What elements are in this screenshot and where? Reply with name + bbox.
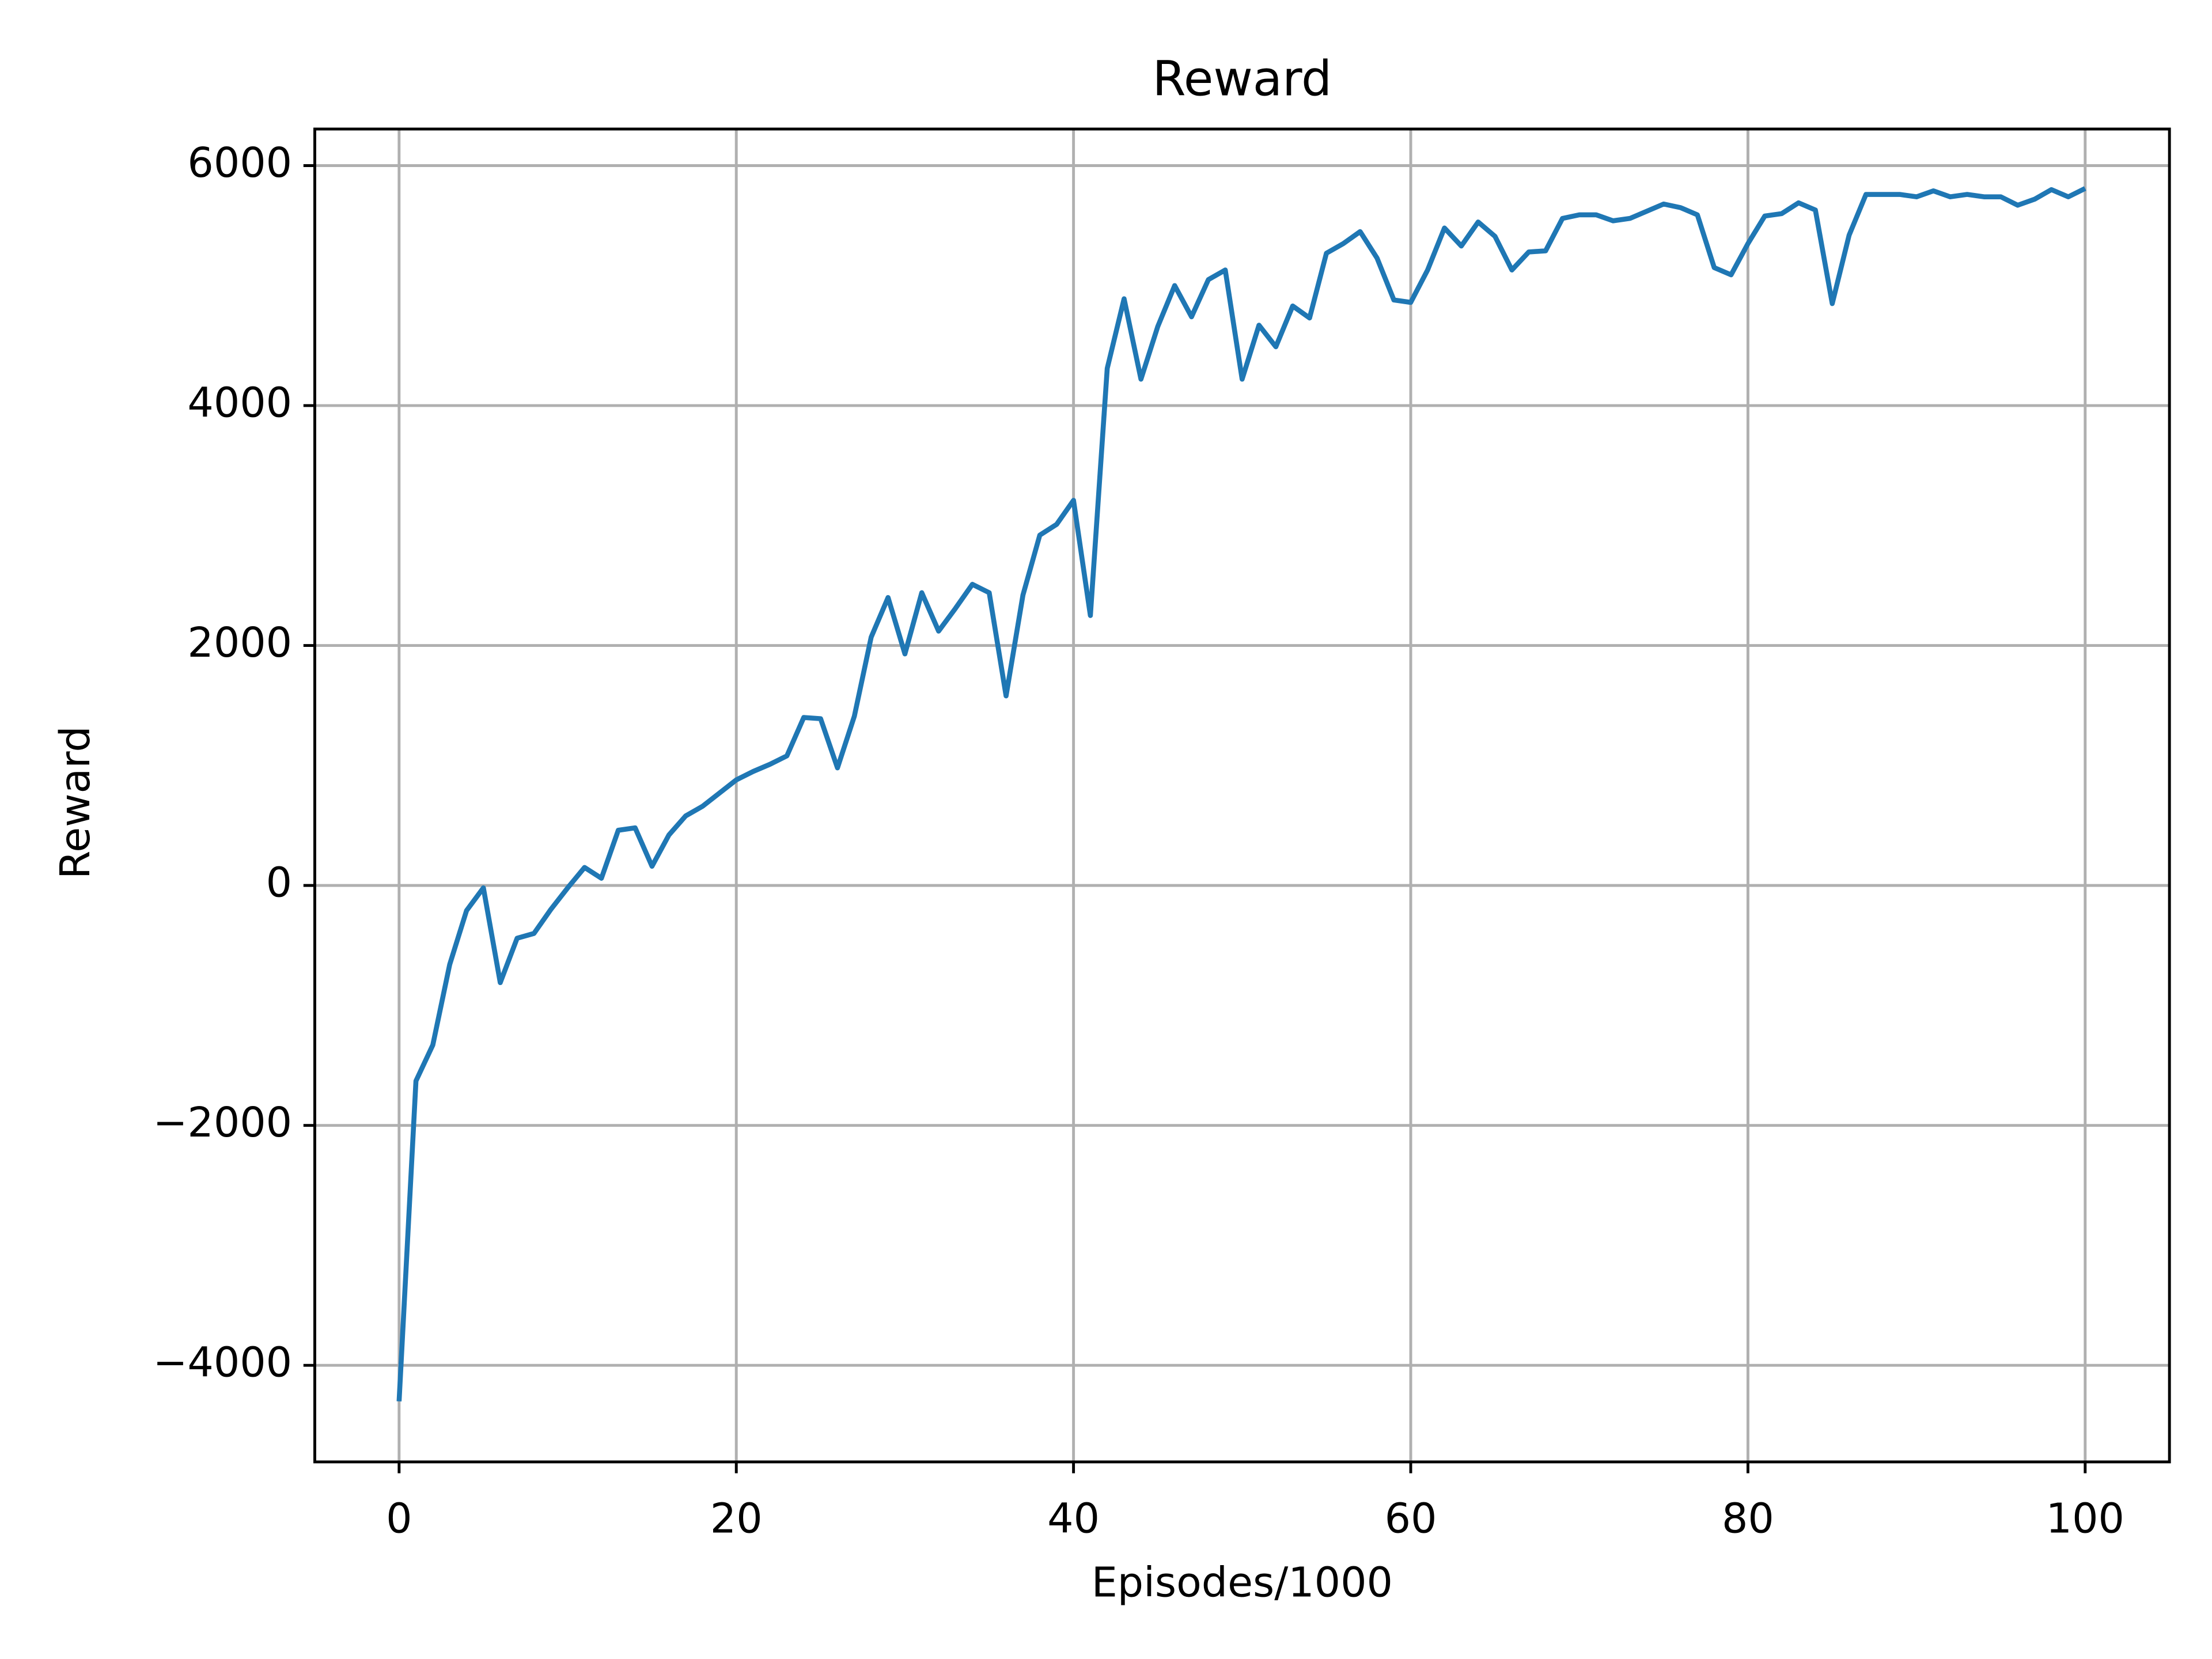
y-tick-label: 4000 [187,379,292,427]
plot-frame [313,127,2171,1464]
y-tick-label: 2000 [187,619,292,666]
data-line [396,186,2086,1402]
y-tick-label: 6000 [187,139,292,187]
x-axis-label: Episodes/1000 [1092,1559,1393,1607]
x-tick-label: 60 [1385,1495,1437,1543]
x-tick-label: 0 [386,1495,412,1543]
x-tick-label: 80 [1722,1495,1774,1543]
x-tick-label: 40 [1047,1495,1100,1543]
x-tick-label: 20 [710,1495,763,1543]
y-tick-label: 0 [266,859,292,907]
y-tick-label: −2000 [153,1099,292,1146]
y-axis-label: Reward [51,726,99,879]
chart-title: Reward [1152,51,1332,107]
y-tick-label: −4000 [153,1339,292,1387]
x-tick-label: 100 [2046,1495,2124,1543]
